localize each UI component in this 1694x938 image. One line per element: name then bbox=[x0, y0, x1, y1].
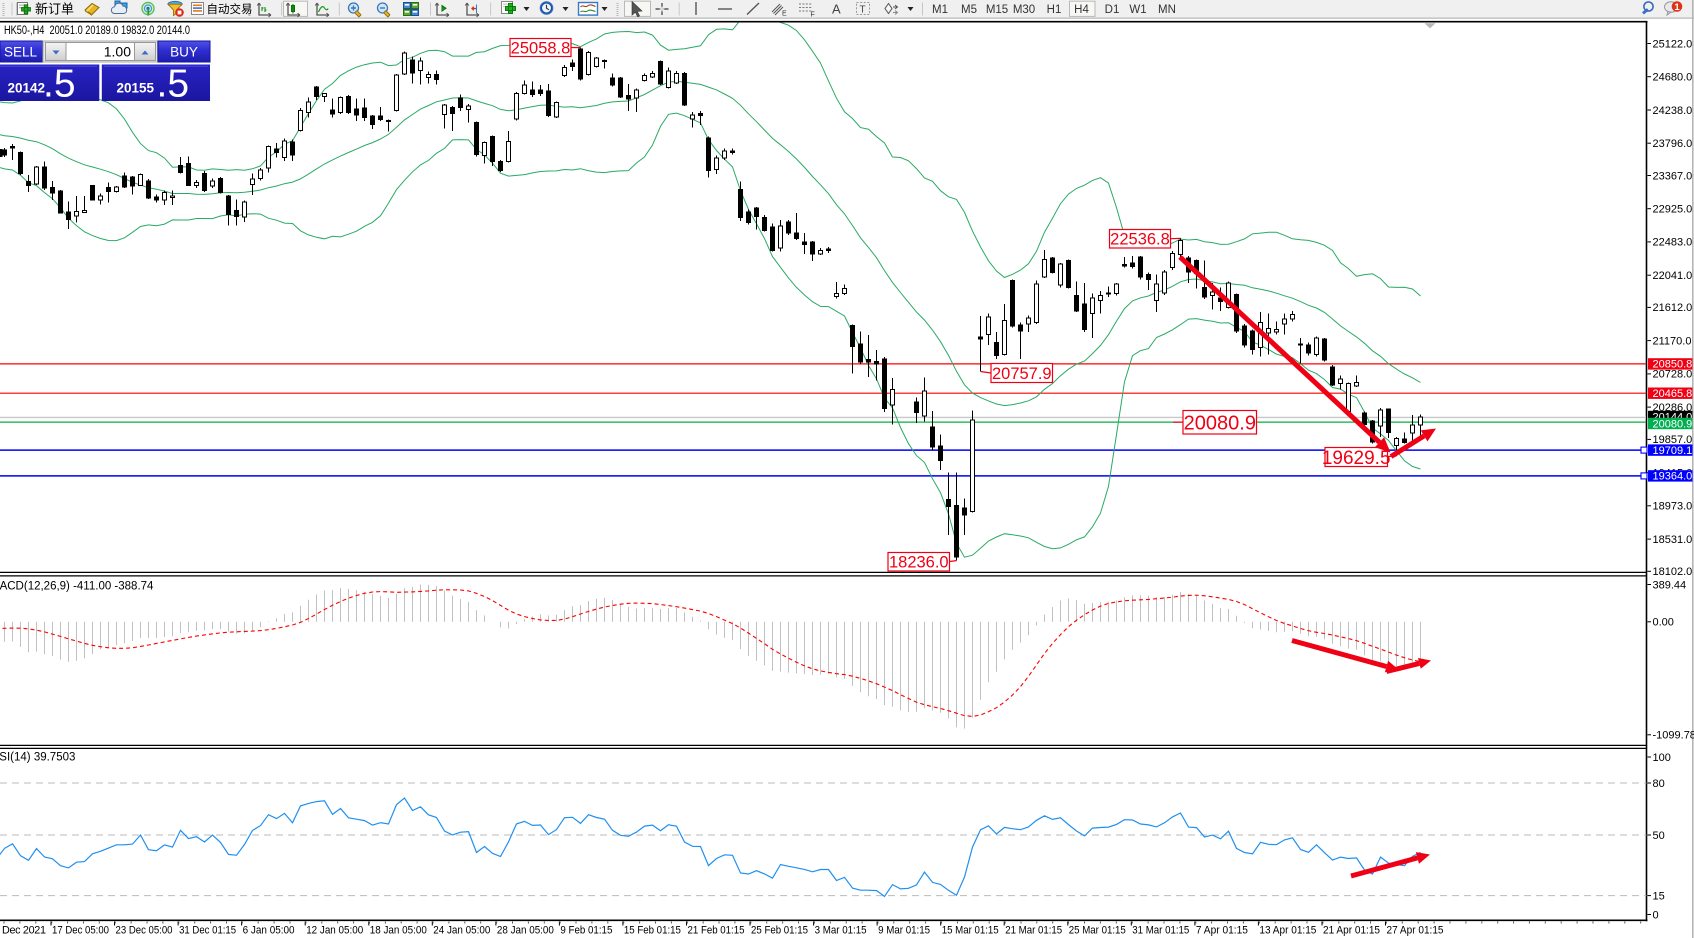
svg-text:19364.0: 19364.0 bbox=[1653, 471, 1693, 483]
svg-text:19629.5: 19629.5 bbox=[1322, 448, 1391, 469]
svg-text:27 Apr 01:15: 27 Apr 01:15 bbox=[1387, 925, 1444, 937]
svg-text:自动交易: 自动交易 bbox=[207, 2, 253, 16]
svg-text:9 Mar 01:15: 9 Mar 01:15 bbox=[878, 925, 930, 937]
svg-text:M5: M5 bbox=[961, 4, 977, 16]
svg-text:17 Dec 05:00: 17 Dec 05:00 bbox=[52, 925, 109, 937]
svg-text:21 Mar 01:15: 21 Mar 01:15 bbox=[1005, 925, 1062, 937]
svg-text:6 Jan 05:00: 6 Jan 05:00 bbox=[243, 925, 295, 937]
svg-text:0.00: 0.00 bbox=[1653, 617, 1674, 629]
svg-text:.5: .5 bbox=[43, 63, 76, 106]
svg-text:19709.1: 19709.1 bbox=[1653, 445, 1693, 457]
svg-text:24680.0: 24680.0 bbox=[1653, 72, 1693, 84]
svg-text:M30: M30 bbox=[1013, 4, 1035, 16]
svg-text:Dec 2021: Dec 2021 bbox=[2, 925, 46, 937]
svg-text:A: A bbox=[832, 2, 841, 17]
svg-text:22536.8: 22536.8 bbox=[1110, 231, 1170, 249]
svg-text:50: 50 bbox=[1653, 830, 1665, 842]
svg-text:20080.9: 20080.9 bbox=[1184, 412, 1256, 434]
svg-text:15: 15 bbox=[1653, 890, 1665, 902]
svg-text:1: 1 bbox=[1674, 2, 1680, 13]
svg-text:15 Feb 01:15: 15 Feb 01:15 bbox=[624, 925, 681, 937]
svg-text:RSI(14) 39.7503: RSI(14) 39.7503 bbox=[0, 752, 75, 764]
svg-text:MACD(12,26,9) -411.00 -388.74: MACD(12,26,9) -411.00 -388.74 bbox=[0, 581, 154, 593]
svg-text:W1: W1 bbox=[1129, 4, 1146, 16]
svg-text:389.44: 389.44 bbox=[1653, 579, 1687, 591]
svg-text:18973.0: 18973.0 bbox=[1653, 501, 1693, 513]
svg-text:21612.0: 21612.0 bbox=[1653, 302, 1693, 314]
svg-text:新订单: 新订单 bbox=[35, 2, 74, 17]
svg-text:100: 100 bbox=[1653, 752, 1671, 764]
svg-text:21 Apr 01:15: 21 Apr 01:15 bbox=[1323, 925, 1380, 937]
svg-text:25058.8: 25058.8 bbox=[511, 39, 571, 57]
svg-text:28 Jan 05:00: 28 Jan 05:00 bbox=[497, 925, 554, 937]
svg-text:24238.0: 24238.0 bbox=[1653, 105, 1693, 117]
svg-text:H4: H4 bbox=[1074, 4, 1089, 16]
svg-text:20155: 20155 bbox=[117, 81, 155, 96]
svg-text:M1: M1 bbox=[932, 4, 948, 16]
svg-text:20465.8: 20465.8 bbox=[1653, 388, 1693, 400]
svg-text:1.00: 1.00 bbox=[104, 44, 131, 60]
svg-text:F: F bbox=[811, 12, 815, 19]
svg-text:20728.0: 20728.0 bbox=[1653, 369, 1693, 381]
svg-text:12 Jan 05:00: 12 Jan 05:00 bbox=[306, 925, 363, 937]
svg-text:7 Apr 01:15: 7 Apr 01:15 bbox=[1196, 925, 1248, 937]
svg-text:25 Mar 01:15: 25 Mar 01:15 bbox=[1069, 925, 1126, 937]
svg-text:22925.0: 22925.0 bbox=[1653, 204, 1693, 216]
svg-text:.5: .5 bbox=[157, 63, 190, 106]
svg-text:20142: 20142 bbox=[8, 81, 46, 96]
svg-text:20757.9: 20757.9 bbox=[992, 365, 1052, 383]
svg-text:-1099.78: -1099.78 bbox=[1653, 730, 1694, 742]
svg-text:18236.0: 18236.0 bbox=[889, 554, 949, 572]
svg-text:E: E bbox=[782, 11, 787, 18]
svg-text:18 Jan 05:00: 18 Jan 05:00 bbox=[370, 925, 427, 937]
svg-text:BUY: BUY bbox=[170, 45, 198, 60]
svg-text:H1: H1 bbox=[1047, 4, 1062, 16]
svg-text:15 Mar 01:15: 15 Mar 01:15 bbox=[942, 925, 999, 937]
svg-text:0: 0 bbox=[1653, 909, 1659, 921]
svg-text:25122.0: 25122.0 bbox=[1653, 38, 1693, 50]
svg-text:HK50-,H4 20051.0 20189.0 1983: HK50-,H4 20051.0 20189.0 19832.0 20144.0 bbox=[4, 25, 190, 37]
svg-text:9 Feb 01:15: 9 Feb 01:15 bbox=[560, 925, 612, 937]
svg-text:22483.0: 22483.0 bbox=[1653, 237, 1693, 249]
svg-text:80: 80 bbox=[1653, 778, 1665, 790]
svg-text:21170.0: 21170.0 bbox=[1653, 335, 1692, 347]
svg-text:3 Mar 01:15: 3 Mar 01:15 bbox=[815, 925, 867, 937]
svg-text:23 Dec 05:00: 23 Dec 05:00 bbox=[116, 925, 173, 937]
svg-text:31 Dec 01:15: 31 Dec 01:15 bbox=[179, 925, 236, 937]
svg-text:D1: D1 bbox=[1105, 4, 1120, 16]
svg-text:31 Mar 01:15: 31 Mar 01:15 bbox=[1132, 925, 1189, 937]
svg-text:T: T bbox=[860, 5, 866, 16]
svg-text:22041.0: 22041.0 bbox=[1653, 270, 1693, 282]
svg-text:13 Apr 01:15: 13 Apr 01:15 bbox=[1259, 925, 1316, 937]
svg-text:23367.0: 23367.0 bbox=[1653, 170, 1693, 182]
svg-text:M15: M15 bbox=[986, 4, 1008, 16]
svg-text:20080.9: 20080.9 bbox=[1653, 418, 1693, 430]
svg-text:20850.8: 20850.8 bbox=[1653, 359, 1693, 371]
svg-text:18102.0: 18102.0 bbox=[1653, 566, 1693, 578]
svg-text:MN: MN bbox=[1158, 4, 1176, 16]
svg-text:23796.0: 23796.0 bbox=[1653, 138, 1693, 150]
svg-text:19857.0: 19857.0 bbox=[1653, 434, 1693, 446]
svg-text:21 Feb 01:15: 21 Feb 01:15 bbox=[688, 925, 745, 937]
svg-text:25 Feb 01:15: 25 Feb 01:15 bbox=[751, 925, 808, 937]
svg-text:SELL: SELL bbox=[4, 45, 38, 60]
svg-text:18531.0: 18531.0 bbox=[1653, 534, 1693, 546]
svg-text:24 Jan 05:00: 24 Jan 05:00 bbox=[433, 925, 490, 937]
